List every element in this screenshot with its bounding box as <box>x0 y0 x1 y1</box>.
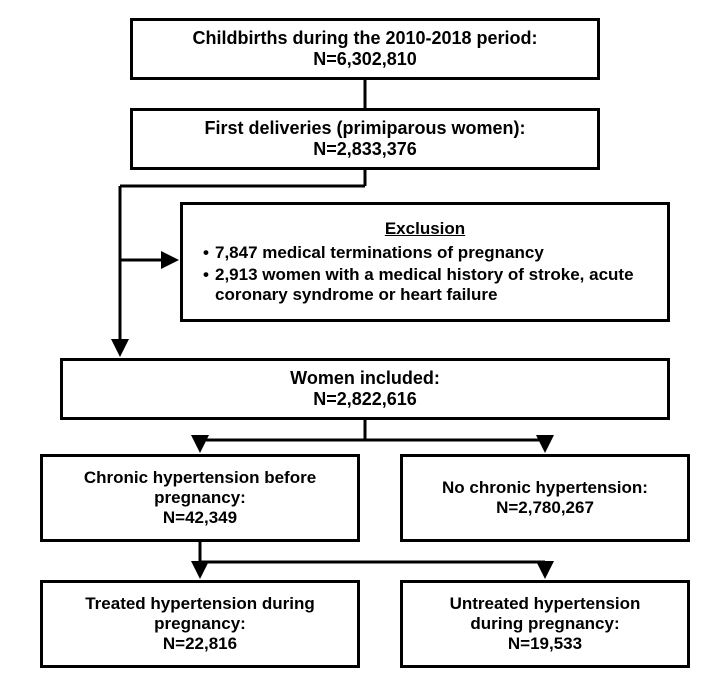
node-text: Treated hypertension during <box>85 594 315 614</box>
node-exclusion: Exclusion • 7,847 medical terminations o… <box>180 202 670 322</box>
bullet-text: 7,847 medical terminations of pregnancy <box>215 243 544 263</box>
node-text: during pregnancy: <box>470 614 619 634</box>
node-text: N=2,822,616 <box>313 389 417 410</box>
flowchart-canvas: Childbirths during the 2010-2018 period:… <box>0 0 707 682</box>
bullet-icon: • <box>197 265 215 285</box>
exclusion-bullet: • 2,913 women with a medical history of … <box>197 265 653 305</box>
node-text: Women included: <box>290 368 440 389</box>
bullet-icon: • <box>197 243 215 263</box>
node-childbirths: Childbirths during the 2010-2018 period:… <box>130 18 600 80</box>
node-text: pregnancy: <box>154 614 246 634</box>
node-text: N=6,302,810 <box>313 49 417 70</box>
bullet-text: 2,913 women with a medical history of st… <box>215 265 653 305</box>
node-chronic-hypertension: Chronic hypertension before pregnancy: N… <box>40 454 360 542</box>
node-text: N=2,833,376 <box>313 139 417 160</box>
node-text: N=19,533 <box>508 634 582 654</box>
exclusion-title: Exclusion <box>385 219 465 239</box>
node-text: No chronic hypertension: <box>442 478 648 498</box>
node-untreated-hypertension: Untreated hypertension during pregnancy:… <box>400 580 690 668</box>
node-text: N=2,780,267 <box>496 498 594 518</box>
exclusion-bullet: • 7,847 medical terminations of pregnanc… <box>197 243 544 263</box>
node-treated-hypertension: Treated hypertension during pregnancy: N… <box>40 580 360 668</box>
node-text: Chronic hypertension before <box>84 468 316 488</box>
node-text: First deliveries (primiparous women): <box>204 118 525 139</box>
node-text: N=42,349 <box>163 508 237 528</box>
node-women-included: Women included: N=2,822,616 <box>60 358 670 420</box>
node-text: Childbirths during the 2010-2018 period: <box>192 28 537 49</box>
node-text: Untreated hypertension <box>450 594 641 614</box>
node-text: N=22,816 <box>163 634 237 654</box>
node-no-chronic-hypertension: No chronic hypertension: N=2,780,267 <box>400 454 690 542</box>
node-text: pregnancy: <box>154 488 246 508</box>
node-first-deliveries: First deliveries (primiparous women): N=… <box>130 108 600 170</box>
